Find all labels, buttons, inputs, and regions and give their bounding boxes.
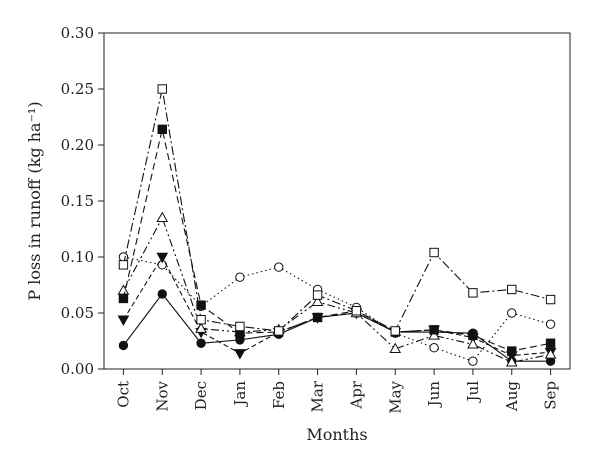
x-tick-label: May — [386, 380, 404, 413]
x-tick-label: Sep — [542, 381, 560, 410]
data-point — [429, 247, 439, 258]
x-tick-label: Dec — [192, 381, 210, 410]
series-line — [122, 255, 551, 357]
x-tick-label: Oct — [114, 381, 132, 408]
y-tick-label: 0.10 — [61, 248, 94, 266]
data-point — [389, 342, 402, 354]
data-point — [196, 315, 206, 325]
data-point — [118, 252, 129, 262]
data-point — [507, 308, 517, 318]
data-point — [507, 346, 517, 356]
x-tick-label: Aug — [503, 381, 521, 412]
data-point — [157, 84, 167, 94]
data-point — [274, 262, 284, 272]
x-axis: Oct Nov Dec Jan Feb Mar Apr May Jun Jul Aug Sep — [114, 369, 560, 414]
data-point — [235, 321, 245, 332]
series-line — [122, 216, 551, 363]
y-axis: 0.00 0.05 0.10 0.15 0.20 0.25 0.30 — [61, 24, 104, 378]
series-2 — [118, 252, 556, 366]
data-point — [468, 330, 478, 341]
data-point — [157, 289, 167, 299]
series-6 — [118, 84, 556, 336]
data-point — [545, 319, 556, 329]
data-point — [429, 343, 439, 353]
x-tick-label: Apr — [347, 380, 365, 409]
series-4 — [117, 211, 557, 367]
data-point — [351, 306, 362, 316]
y-tick-label: 0.25 — [61, 80, 94, 98]
y-tick-label: 0.20 — [61, 136, 94, 154]
y-tick-label: 0.30 — [61, 24, 94, 42]
data-point — [117, 315, 130, 326]
x-axis-title: Months — [306, 425, 367, 444]
data-point — [390, 326, 400, 336]
x-tick-label: Jul — [464, 381, 482, 404]
data-point — [118, 260, 129, 270]
x-tick-label: Feb — [270, 381, 288, 409]
series-5 — [118, 124, 556, 356]
series-line — [122, 88, 551, 332]
series-3 — [117, 252, 557, 362]
data-point — [312, 290, 323, 300]
data-point — [507, 284, 517, 295]
x-tick-label: Jan — [231, 381, 249, 408]
data-point — [195, 322, 207, 333]
data-point — [468, 356, 478, 366]
series-line — [123, 256, 551, 362]
data-point — [505, 356, 518, 367]
data-point — [545, 338, 556, 348]
data-point — [468, 288, 478, 298]
data-point — [117, 284, 130, 295]
data-point — [156, 252, 169, 264]
data-point — [156, 211, 169, 222]
data-point — [196, 300, 206, 310]
y-axis-title: P loss in runoff (kg ha⁻¹) — [25, 101, 44, 300]
data-point — [234, 349, 246, 360]
y-tick-label: 0.05 — [61, 304, 94, 322]
y-tick-label: 0.15 — [61, 192, 94, 210]
data-point — [467, 338, 479, 349]
data-point — [312, 312, 323, 323]
y-tick-label: 0.00 — [61, 360, 94, 378]
data-point — [118, 293, 129, 304]
data-point — [545, 294, 556, 305]
data-point — [428, 329, 440, 340]
plot-frame — [103, 32, 571, 370]
x-tick-label: Jun — [425, 381, 443, 409]
data-point — [157, 124, 167, 135]
x-tick-label: Nov — [153, 380, 171, 411]
series-line — [122, 129, 551, 352]
data-point — [429, 325, 439, 335]
series-layer — [117, 84, 557, 367]
data-point — [544, 348, 557, 359]
x-tick-label: Mar — [309, 380, 327, 412]
data-point — [118, 340, 129, 351]
data-point — [274, 326, 284, 336]
data-point — [196, 338, 206, 348]
data-point — [311, 295, 324, 306]
data-point — [235, 272, 245, 282]
